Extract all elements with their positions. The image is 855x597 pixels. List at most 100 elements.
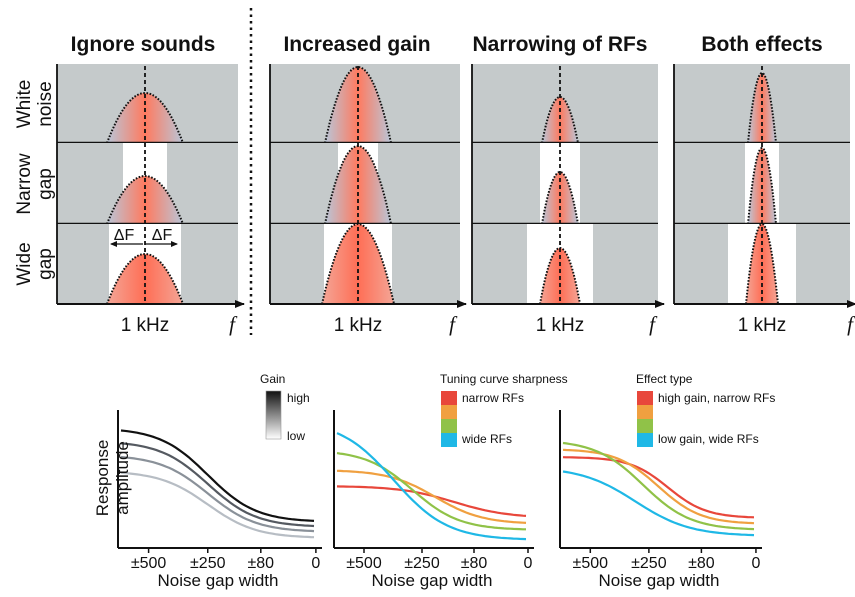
panel-2-row-1 bbox=[270, 64, 460, 145]
x-axis-label: Noise gap width bbox=[158, 571, 279, 590]
tuning-panel-3 bbox=[471, 64, 665, 308]
panel-3-row-2 bbox=[472, 143, 658, 226]
freq-axis-symbol-1: f bbox=[229, 312, 238, 336]
panel-1-row-2 bbox=[57, 143, 238, 226]
svg-text:gap: gap bbox=[35, 248, 56, 280]
tuning-panel-1 bbox=[56, 64, 245, 308]
svg-text:White: White bbox=[14, 80, 35, 129]
tuning-curve-outline bbox=[746, 71, 778, 144]
x-tick-label-0: ±500 bbox=[131, 555, 167, 572]
freq-axis-symbol-3: f bbox=[649, 312, 658, 336]
freq-axis-symbol-2: f bbox=[449, 312, 458, 336]
center-freq-label-4: 1 kHz bbox=[738, 315, 787, 336]
tuning-curve-outline bbox=[540, 170, 580, 225]
panel-title-both: Both effects bbox=[701, 33, 822, 56]
row-label-narrow-gap: Narrow gap bbox=[14, 153, 56, 215]
legend-gain: Gain high low bbox=[260, 372, 310, 443]
row-label-wide-gap: Wide gap bbox=[14, 242, 56, 285]
panel-3-row-3 bbox=[472, 224, 658, 305]
tuning-panel-4 bbox=[673, 64, 855, 308]
x-axis-label: Noise gap width bbox=[372, 571, 493, 590]
svg-text:gap: gap bbox=[35, 168, 56, 200]
response-curve-3 bbox=[336, 452, 526, 531]
panel-2-row-2 bbox=[270, 143, 460, 226]
legend-wide-rfs: wide RFs bbox=[461, 432, 512, 446]
center-freq-label-2: 1 kHz bbox=[334, 315, 383, 336]
x-tick-label-2: ±80 bbox=[688, 555, 715, 572]
response-plot-3: ±500 ±250 ±80 0 Noise gap width bbox=[559, 410, 762, 590]
legend-effect-title: Effect type bbox=[636, 372, 693, 386]
panel-2-row-3 bbox=[270, 222, 460, 305]
legend-high-gain-narrow: high gain, narrow RFs bbox=[658, 391, 775, 405]
delta-f-label-right: ΔF bbox=[152, 227, 173, 244]
panel-1-row-3 bbox=[57, 224, 238, 305]
gain-gradient-bar bbox=[265, 390, 282, 440]
panel-title-ignore: Ignore sounds bbox=[71, 33, 216, 56]
legend-gain-title: Gain bbox=[260, 372, 285, 386]
tuning-curve-outline bbox=[323, 144, 393, 225]
tuning-panel-2 bbox=[269, 64, 467, 308]
response-plot-2: ±500 ±250 ±80 0 Noise gap width bbox=[333, 410, 534, 590]
response-curve-2 bbox=[562, 448, 755, 525]
freq-axis-symbol-4: f bbox=[847, 312, 855, 336]
response-curve-2 bbox=[120, 442, 315, 528]
panel-4-row-2 bbox=[674, 143, 850, 226]
tuning-curve-outline bbox=[746, 146, 778, 225]
delta-f-label-left: ΔF bbox=[114, 227, 135, 244]
x-tick-label-0: ±500 bbox=[573, 555, 609, 572]
x-axis-label: Noise gap width bbox=[599, 571, 720, 590]
center-freq-label-3: 1 kHz bbox=[536, 315, 585, 336]
svg-text:Response: Response bbox=[93, 440, 112, 517]
swatch-green bbox=[441, 419, 457, 433]
tuning-curve-outline bbox=[744, 222, 780, 305]
response-amplitude-label: Response amplitude bbox=[93, 440, 132, 517]
legend-effect-type: Effect type high gain, narrow RFs low ga… bbox=[636, 372, 775, 447]
response-curve-3 bbox=[120, 455, 315, 533]
panel-title-narrowing: Narrowing of RFs bbox=[472, 33, 647, 56]
row-label-white-noise: White noise bbox=[14, 80, 56, 129]
response-curve-1 bbox=[336, 485, 527, 517]
legend-low-gain-wide: low gain, wide RFs bbox=[658, 432, 759, 446]
x-tick-label-2: ±80 bbox=[461, 555, 488, 572]
response-curve-2 bbox=[336, 469, 527, 524]
swatch-orange bbox=[441, 405, 457, 419]
center-freq-label-1: 1 kHz bbox=[121, 315, 170, 336]
legend-narrow-rfs: narrow RFs bbox=[462, 391, 524, 405]
x-tick-label-3: 0 bbox=[311, 555, 320, 572]
panel-3-row-1 bbox=[472, 64, 658, 145]
delta-f-annotation: ΔF ΔF bbox=[110, 227, 178, 247]
svg-text:Narrow: Narrow bbox=[14, 153, 35, 215]
response-curve-1 bbox=[120, 429, 315, 522]
legend-gain-high: high bbox=[287, 391, 310, 405]
tuning-panels bbox=[56, 64, 855, 308]
swatch-cyan-2 bbox=[637, 433, 653, 447]
panel-1-row-1 bbox=[57, 64, 238, 145]
response-curve-4 bbox=[562, 470, 755, 537]
x-tick-label-1: ±250 bbox=[190, 555, 226, 572]
x-tick-label-3: 0 bbox=[524, 555, 533, 572]
tuning-curve-outline bbox=[105, 174, 185, 225]
legend-sharpness-title: Tuning curve sharpness bbox=[440, 372, 568, 386]
svg-text:amplitude: amplitude bbox=[113, 441, 132, 515]
swatch-red bbox=[441, 391, 457, 405]
tuning-curve-fill bbox=[542, 172, 578, 224]
x-tick-label-2: ±80 bbox=[248, 555, 275, 572]
svg-text:noise: noise bbox=[35, 81, 56, 126]
swatch-red-2 bbox=[637, 391, 653, 405]
response-plot-1: ±500 ±250 ±80 0 Noise gap width bbox=[117, 410, 322, 590]
x-tick-label-0: ±500 bbox=[346, 555, 382, 572]
x-tick-label-3: 0 bbox=[751, 555, 760, 572]
x-tick-label-1: ±250 bbox=[631, 555, 667, 572]
response-curve-4 bbox=[336, 432, 527, 541]
swatch-orange-2 bbox=[637, 405, 653, 419]
swatch-cyan bbox=[441, 433, 457, 447]
svg-text:Wide: Wide bbox=[14, 242, 35, 285]
x-tick-label-1: ±250 bbox=[404, 555, 440, 572]
response-curve-3 bbox=[562, 441, 755, 531]
panel-title-gain: Increased gain bbox=[283, 33, 430, 56]
swatch-green-2 bbox=[637, 419, 653, 433]
legend-gain-low: low bbox=[287, 429, 305, 443]
